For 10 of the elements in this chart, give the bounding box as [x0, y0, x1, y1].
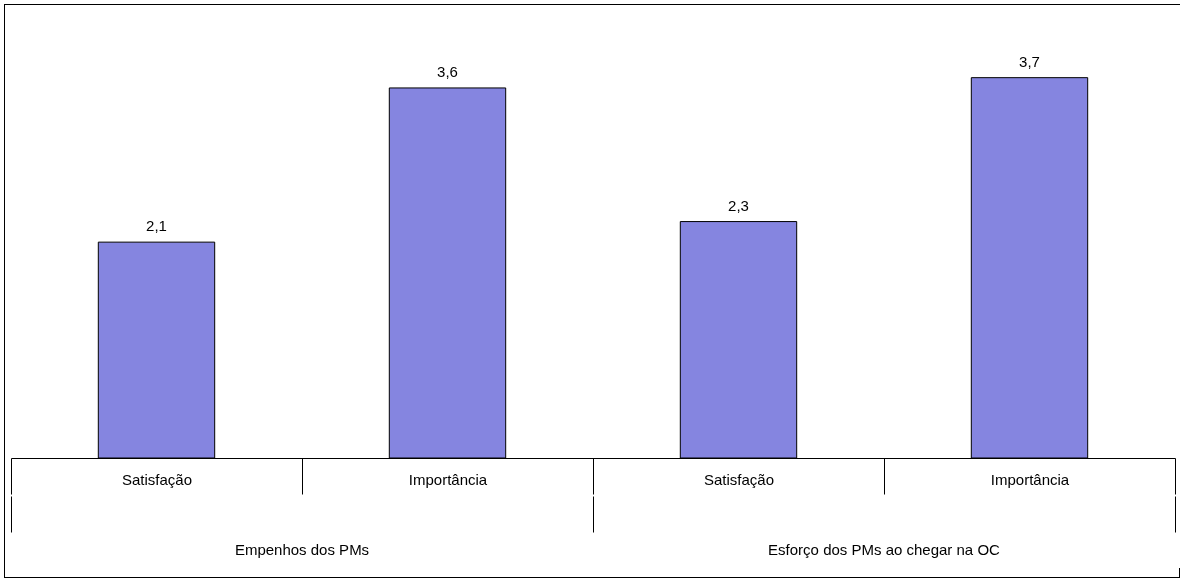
x-tick-label: Satisfação	[703, 470, 775, 488]
x-tick-label: Importância	[990, 470, 1070, 488]
data-label: 3,6	[437, 62, 458, 80]
text: Empenhos dos PMs	[234, 541, 370, 558]
x-tick-label: Satisfação	[121, 470, 193, 488]
data-label: 3,7	[1019, 52, 1040, 70]
x-tick-label: Importância	[408, 470, 488, 488]
data-label: 2,3	[728, 196, 749, 214]
text: Esforço dos PMs ao chegar na OC	[768, 541, 1001, 558]
data-label: 2,1	[146, 217, 167, 235]
